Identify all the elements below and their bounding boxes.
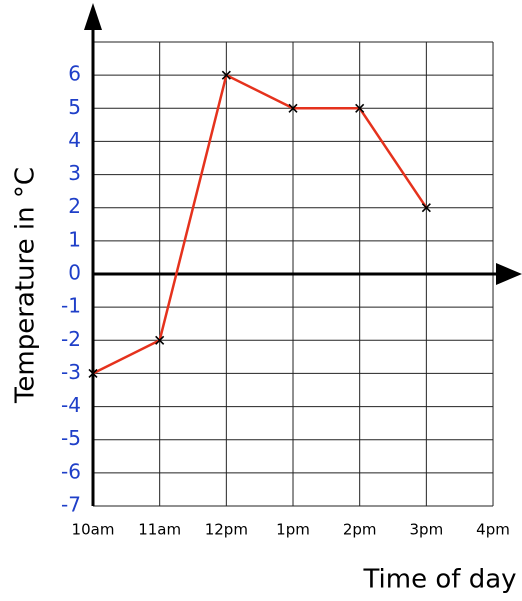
- y-tick-label: 2: [68, 194, 81, 218]
- y-tick-label: 5: [68, 95, 81, 119]
- data-point: [355, 103, 365, 113]
- y-tick-label: -1: [61, 294, 81, 318]
- y-tick-label: -7: [61, 493, 81, 517]
- y-axis-arrow: [84, 3, 102, 30]
- y-tick-label: -5: [61, 426, 81, 450]
- data-line: [92, 73, 428, 375]
- x-tick-label: 2pm: [343, 521, 377, 539]
- x-tick-label: 11am: [138, 521, 181, 539]
- y-tick-label: 6: [68, 62, 81, 86]
- data-point: [88, 368, 98, 378]
- x-tick-label: 10am: [72, 521, 115, 539]
- y-tick-label: 0: [68, 261, 81, 285]
- y-tick-label: 3: [68, 161, 81, 185]
- y-axis-label: Temperature in °C: [11, 167, 41, 404]
- y-tick-label: 4: [68, 128, 81, 152]
- x-tick-label: 12pm: [205, 521, 248, 539]
- x-tick-label: 4pm: [476, 521, 510, 539]
- y-tick-label: -4: [61, 393, 81, 417]
- y-tick-label: -3: [61, 360, 81, 384]
- y-tick-label: -2: [61, 327, 81, 351]
- x-axis-arrow: [496, 263, 522, 285]
- x-axis-label: Time of day: [362, 565, 516, 595]
- y-tick-label: -6: [61, 459, 81, 483]
- data-point: [155, 335, 165, 345]
- data-point: [288, 103, 298, 113]
- data-point: [421, 203, 431, 213]
- x-tick-label: 3pm: [410, 521, 444, 539]
- y-tick-label: 1: [68, 227, 81, 251]
- data-point: [221, 70, 231, 80]
- x-tick-label: 1pm: [276, 521, 310, 539]
